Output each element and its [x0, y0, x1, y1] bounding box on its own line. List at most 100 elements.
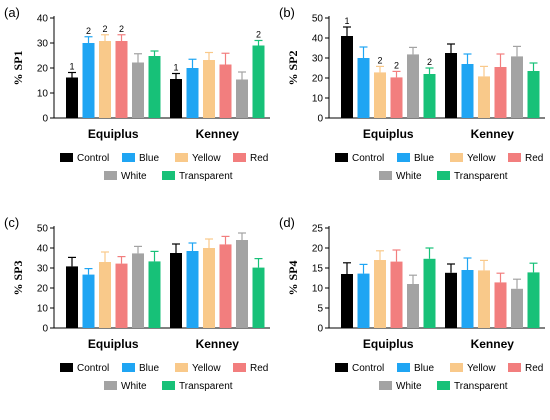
legend-swatch-control: [335, 153, 348, 162]
bar-white-equiplus: [407, 54, 419, 118]
bar-white-kenney: [236, 240, 248, 328]
bar-control-equiplus: [66, 266, 78, 328]
legend-swatch-yellow: [450, 363, 463, 372]
bar-yellow-kenney: [203, 60, 215, 118]
legend-swatch-red: [508, 363, 521, 372]
legend-swatch-white: [104, 381, 117, 390]
legend-swatch-control: [60, 153, 73, 162]
y-tick-label: 30: [37, 39, 49, 50]
y-tick-label: 20: [37, 64, 49, 75]
group-label-equiplus: Equiplus: [88, 127, 139, 141]
group-label-equiplus: Equiplus: [88, 337, 139, 351]
legend-swatch-yellow: [450, 153, 463, 162]
legend-label-control: Control: [77, 153, 109, 164]
legend-swatch-white: [104, 171, 117, 180]
y-tick-label: 20: [37, 284, 49, 295]
significance-label: 2: [256, 30, 261, 40]
y-axis-label: % SP1: [11, 50, 25, 85]
y-tick-label: 40: [37, 14, 49, 25]
legend-label-red: Red: [250, 153, 268, 164]
bar-transparent-kenney: [527, 71, 540, 118]
bar-blue-equiplus: [357, 273, 370, 328]
group-label-kenney: Kenney: [196, 337, 240, 351]
legend-swatch-blue: [122, 363, 135, 372]
bar-white-kenney: [511, 288, 523, 328]
bar-blue-equiplus: [357, 58, 370, 118]
legend-swatch-yellow: [175, 153, 188, 162]
bar-control-equiplus: [341, 36, 353, 118]
bar-red-equiplus: [115, 263, 128, 328]
bar-transparent-equiplus: [148, 261, 161, 328]
panel-2: (b) 0 10 20 30 40 50 % SP2 1 2 2 2 Equiplus Kenney Con…: [279, 5, 545, 182]
significance-label: 1: [173, 63, 178, 73]
significance-label: 1: [69, 62, 74, 72]
y-axis-label: % SP4: [286, 260, 300, 295]
bar-white-equiplus: [132, 253, 144, 328]
bar-red-kenney: [219, 244, 232, 328]
legend-label-control: Control: [352, 363, 384, 374]
significance-label: 2: [86, 26, 91, 36]
y-tick-label: 10: [312, 284, 324, 295]
panel-label: (d): [279, 215, 295, 230]
group-label-equiplus: Equiplus: [363, 337, 414, 351]
legend-label-white: White: [121, 381, 147, 392]
bar-yellow-kenney: [203, 248, 215, 328]
bar-control-equiplus: [341, 274, 353, 328]
bar-yellow-equiplus: [99, 262, 111, 328]
y-axis-label: % SP3: [11, 260, 25, 295]
legend-swatch-red: [233, 153, 246, 162]
y-tick-label: 15: [312, 264, 324, 275]
bar-transparent-equiplus: [423, 258, 436, 328]
legend-label-transparent: Transparent: [179, 171, 233, 182]
legend-swatch-white: [379, 381, 392, 390]
bar-yellow-equiplus: [374, 260, 386, 328]
group-label-kenney: Kenney: [196, 127, 240, 141]
y-tick-label: 30: [37, 264, 49, 275]
bar-blue-kenney: [186, 68, 199, 118]
bar-blue-equiplus: [82, 274, 95, 328]
bar-control-kenney: [170, 253, 182, 328]
legend-swatch-transparent: [162, 171, 175, 180]
y-tick-label: 20: [312, 244, 324, 255]
y-tick-label: 0: [42, 114, 48, 125]
bar-yellow-equiplus: [99, 41, 111, 118]
legend-swatch-transparent: [162, 381, 175, 390]
bar-white-equiplus: [407, 284, 419, 328]
group-label-kenney: Kenney: [471, 337, 515, 351]
bar-blue-kenney: [461, 270, 474, 328]
y-axis-label: % SP2: [286, 50, 300, 85]
legend-label-yellow: Yellow: [467, 153, 496, 164]
legend-swatch-blue: [122, 153, 135, 162]
y-tick-label: 5: [317, 304, 323, 315]
bar-transparent-kenney: [527, 272, 540, 328]
y-tick-label: 0: [42, 324, 48, 335]
legend-label-white: White: [396, 381, 422, 392]
legend-label-red: Red: [525, 153, 543, 164]
legend-swatch-control: [60, 363, 73, 372]
bar-yellow-equiplus: [374, 72, 386, 118]
y-tick-label: 50: [312, 14, 324, 25]
y-tick-label: 10: [37, 89, 49, 100]
panel-3: (c) 0 10 20 30 40 50 % SP3 Equiplus Kenney Control…: [4, 215, 270, 392]
bar-transparent-equiplus: [423, 74, 436, 118]
legend-swatch-control: [335, 363, 348, 372]
bar-control-equiplus: [66, 77, 78, 118]
legend-swatch-red: [508, 153, 521, 162]
panel-label: (a): [4, 5, 20, 20]
legend-label-blue: Blue: [139, 363, 159, 374]
bar-control-kenney: [445, 53, 457, 118]
bar-transparent-kenney: [252, 267, 265, 328]
significance-label: 2: [119, 24, 124, 34]
panel-label: (c): [4, 215, 19, 230]
significance-label: 2: [377, 55, 382, 65]
legend-label-blue: Blue: [414, 153, 434, 164]
y-tick-label: 50: [37, 224, 49, 235]
legend-label-blue: Blue: [414, 363, 434, 374]
bar-white-kenney: [236, 79, 248, 118]
bar-red-equiplus: [115, 41, 128, 118]
legend-label-transparent: Transparent: [454, 381, 508, 392]
legend-label-control: Control: [352, 153, 384, 164]
panel-label: (b): [279, 5, 295, 20]
legend-swatch-red: [233, 363, 246, 372]
y-tick-label: 0: [317, 114, 323, 125]
